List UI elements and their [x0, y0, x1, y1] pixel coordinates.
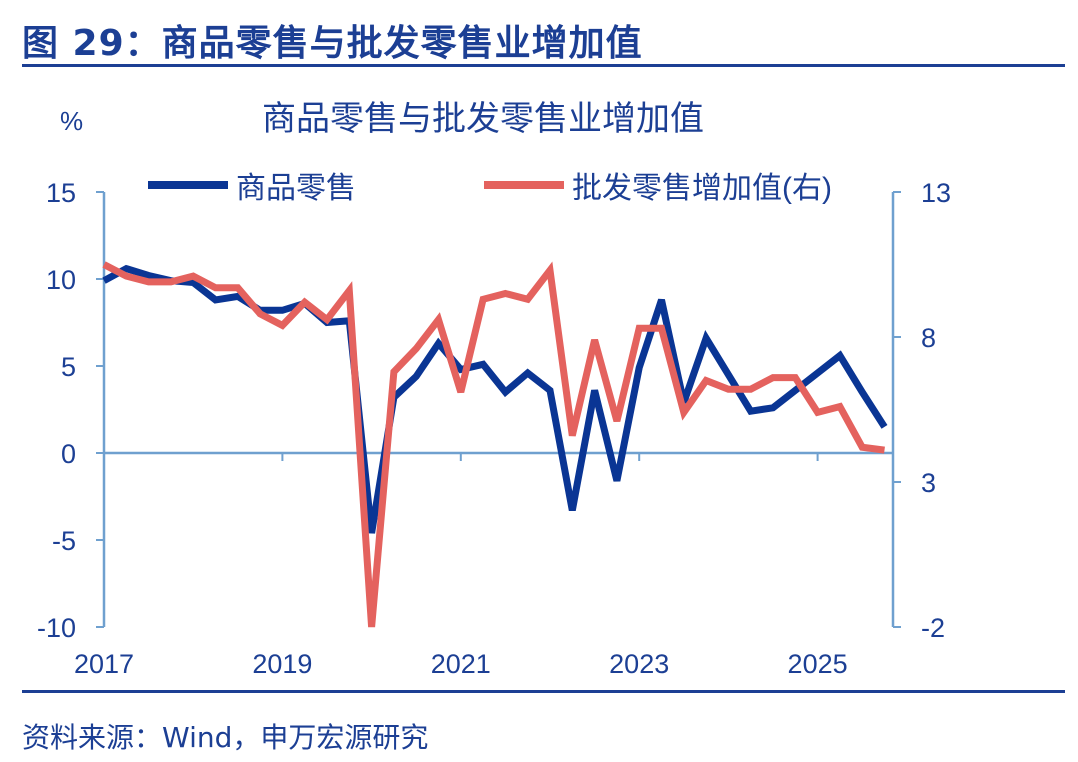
- top-rule: [22, 64, 1065, 67]
- right-y-tick-label: 13: [921, 178, 951, 208]
- legend: 商品零售 批发零售增加值(右): [148, 172, 832, 205]
- right-y-tick-label: 3: [921, 468, 936, 498]
- left-y-tick-label: 10: [46, 265, 76, 295]
- wholesale-line: [102, 261, 885, 628]
- left-y-tick-label: 15: [46, 178, 76, 208]
- chart-title: 商品零售与批发零售业增加值: [262, 100, 704, 138]
- legend-label-wholesale: 批发零售增加值(右): [572, 172, 832, 205]
- x-tick-label: 2021: [431, 649, 491, 679]
- source-note: 资料来源：Wind，申万宏源研究: [22, 721, 429, 754]
- left-y-tick-label: -5: [52, 526, 76, 556]
- retail-line: [102, 264, 888, 534]
- x-tick-label: 2019: [252, 649, 312, 679]
- x-tick-label: 2025: [788, 649, 848, 679]
- left-y-tick-label: 5: [61, 352, 76, 382]
- x-tick-label: 2017: [74, 649, 134, 679]
- y-axis-unit: %: [60, 106, 83, 136]
- right-y-tick-label: 8: [921, 323, 936, 353]
- x-tick-label: 2023: [609, 649, 669, 679]
- figure-title: 图 29：商品零售与批发零售业增加值: [22, 23, 643, 64]
- right-y-tick-label: -2: [921, 613, 945, 643]
- series-retail: [102, 264, 888, 534]
- left-y-tick-label: 0: [61, 439, 76, 469]
- left-y-tick-label: -10: [37, 613, 76, 643]
- series-wholesale: [102, 261, 885, 628]
- bottom-rule: [22, 690, 1065, 693]
- legend-label-retail: 商品零售: [236, 172, 356, 205]
